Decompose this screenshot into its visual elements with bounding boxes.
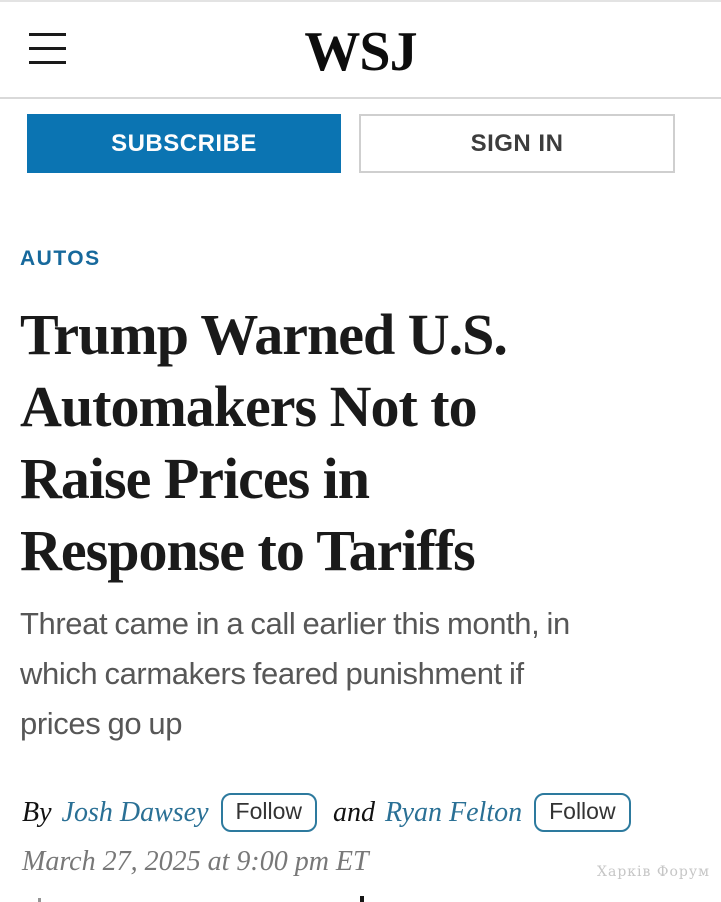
hamburger-menu-icon[interactable]: [29, 33, 66, 64]
subscribe-button[interactable]: SUBSCRIBE: [27, 114, 341, 173]
subtitle-line: prices go up: [20, 706, 183, 741]
byline: By Josh Dawsey Follow and Ryan Felton Fo…: [22, 793, 681, 832]
headline-line: Response to Tariffs: [20, 518, 476, 583]
subtitle-line: which carmakers feared punishment if: [20, 656, 524, 691]
headline-line: Raise Prices in: [20, 446, 370, 511]
cutoff-content-fragment: [38, 898, 41, 902]
author-link-ryan-felton[interactable]: Ryan Felton: [384, 796, 523, 828]
masthead: WSJ: [0, 2, 721, 99]
hamburger-bar: [29, 61, 66, 64]
headline-line: Automakers Not to: [20, 374, 478, 439]
category-link-autos[interactable]: AUTOS: [20, 247, 101, 270]
cutoff-content-fragment: [360, 896, 364, 902]
wsj-logo[interactable]: WSJ: [304, 21, 417, 83]
watermark: Харків Форум: [597, 864, 710, 880]
follow-button-josh-dawsey[interactable]: Follow: [220, 793, 317, 832]
follow-button-ryan-felton[interactable]: Follow: [534, 793, 631, 832]
sign-in-button[interactable]: SIGN IN: [359, 114, 675, 173]
hamburger-bar: [29, 33, 66, 36]
cta-row: SUBSCRIBE SIGN IN: [0, 99, 721, 173]
article: AUTOS Trump Warned U.S. Automakers Not t…: [0, 173, 721, 878]
author-link-josh-dawsey[interactable]: Josh Dawsey: [61, 796, 209, 828]
headline-line: Trump Warned U.S.: [20, 302, 508, 367]
byline-prefix: By: [22, 796, 52, 828]
article-headline: Trump Warned U.S. Automakers Not to Rais…: [20, 299, 681, 587]
subtitle-line: Threat came in a call earlier this month…: [20, 606, 570, 641]
article-subtitle: Threat came in a call earlier this month…: [20, 599, 681, 749]
publish-timestamp: March 27, 2025 at 9:00 pm ET: [22, 846, 369, 877]
byline-connector: and: [332, 796, 375, 828]
hamburger-bar: [29, 47, 66, 50]
